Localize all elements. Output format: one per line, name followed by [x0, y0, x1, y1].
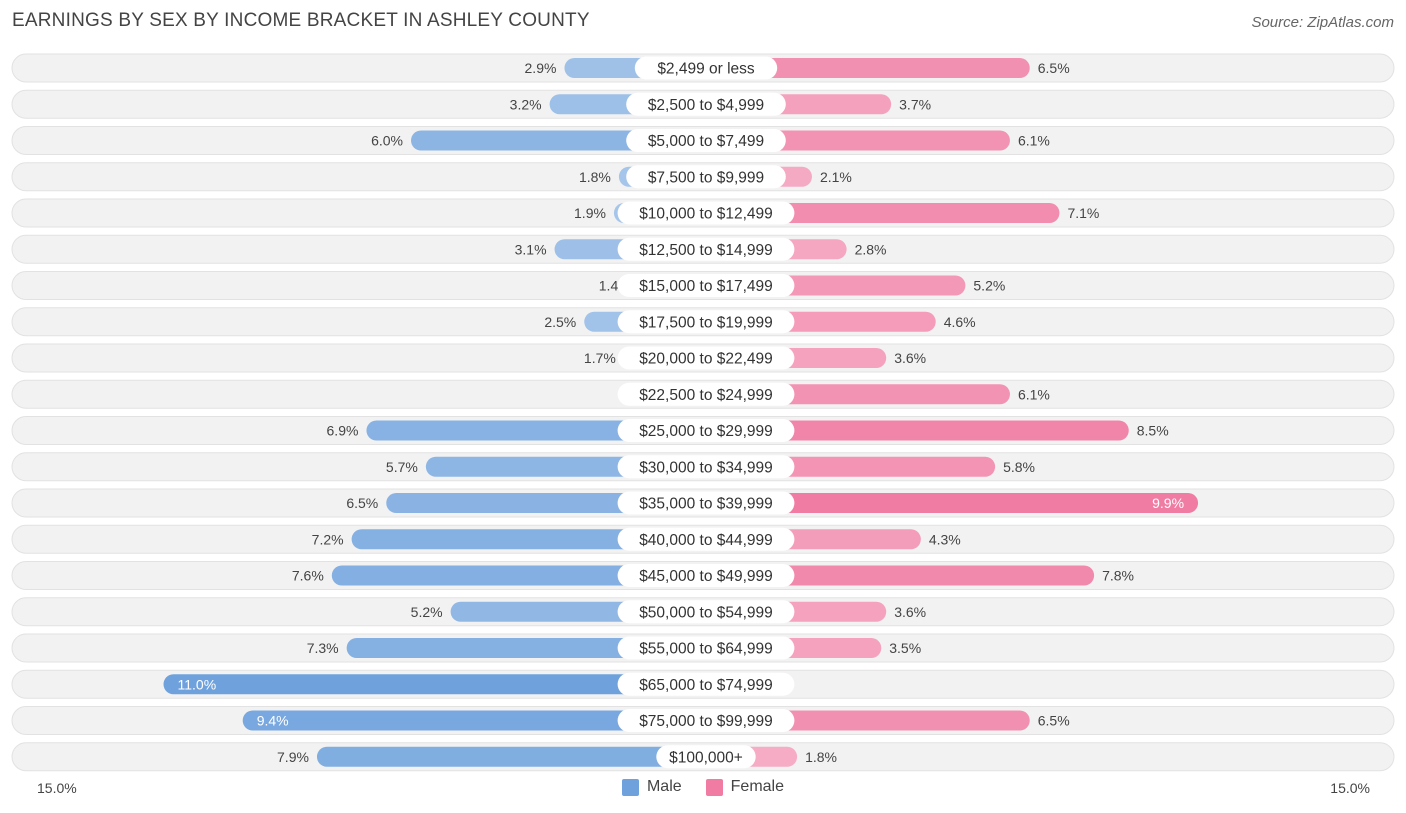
value-label-male: 3.1% — [515, 241, 547, 257]
legend-item-male[interactable]: Male — [621, 778, 682, 796]
bar-male — [331, 565, 708, 586]
bar-female — [708, 493, 1199, 513]
category-label: $100,000+ — [669, 749, 743, 766]
category-label: $55,000 to $64,999 — [639, 641, 773, 658]
value-label-male: 1.7% — [584, 350, 616, 366]
value-label-female: 6.5% — [1038, 713, 1070, 729]
category-pill — [617, 382, 795, 406]
value-label-male: 2.5% — [544, 314, 576, 330]
legend-label-male: Male — [646, 778, 682, 795]
bar-female — [708, 58, 1030, 78]
value-label-female: 5.2% — [973, 278, 1005, 294]
category-label: $35,000 to $39,999 — [639, 496, 773, 513]
category-pill — [634, 56, 778, 80]
category-pill — [626, 165, 786, 189]
value-label-male: 3.2% — [510, 96, 542, 112]
value-label-female: 6.1% — [1018, 386, 1050, 402]
category-pill — [626, 129, 786, 152]
category-label: $5,000 to $7,499 — [648, 133, 764, 150]
value-label-female: 3.7% — [899, 96, 931, 112]
category-label: $30,000 to $34,999 — [639, 459, 773, 476]
value-label-female: 4.3% — [929, 531, 961, 547]
value-label-female: 3.6% — [894, 350, 926, 366]
value-label-male: 6.5% — [346, 495, 378, 511]
bar-male — [346, 638, 708, 658]
value-label-female: 3.5% — [889, 640, 921, 656]
legend: Male Female — [0, 778, 1406, 796]
category-pill — [617, 564, 795, 587]
bar-female — [708, 565, 1095, 586]
category-pill — [617, 636, 795, 660]
category-pill — [617, 237, 795, 261]
bar-male — [242, 710, 708, 731]
category-pill — [617, 274, 795, 297]
category-pill — [617, 672, 795, 696]
value-label-male: 6.0% — [371, 133, 403, 149]
value-label-male: 7.6% — [292, 568, 324, 584]
value-label-male: 7.9% — [277, 749, 309, 765]
category-label: $10,000 to $12,499 — [639, 206, 773, 223]
category-pill — [617, 600, 795, 624]
category-pill — [617, 310, 795, 334]
category-label: $25,000 to $29,999 — [639, 423, 773, 440]
value-label-female: 1.8% — [805, 749, 837, 765]
value-label-female: 2.1% — [820, 169, 852, 185]
category-label: $15,000 to $17,499 — [639, 278, 773, 295]
bar-female — [708, 203, 1060, 223]
category-pill — [656, 745, 756, 769]
category-label: $65,000 to $74,999 — [639, 677, 773, 694]
bar-male — [163, 674, 708, 695]
category-pill — [617, 346, 795, 370]
value-label-female: 5.8% — [1003, 459, 1035, 475]
value-label-male: 5.2% — [411, 604, 443, 620]
chart-source: Source: ZipAtlas.com — [1251, 14, 1394, 31]
category-pill — [617, 491, 795, 515]
category-label: $50,000 to $54,999 — [639, 604, 773, 621]
category-label: $20,000 to $22,499 — [639, 351, 773, 368]
bar-female — [708, 420, 1129, 441]
value-label-male: 5.7% — [386, 459, 418, 475]
value-label-male: 6.9% — [327, 423, 359, 439]
value-label-female: 2.8% — [855, 241, 887, 257]
axis-min-label: 15.0% — [37, 780, 77, 796]
category-label: $7,500 to $9,999 — [648, 169, 764, 186]
bar-male — [316, 746, 708, 767]
category-label: $12,500 to $14,999 — [639, 242, 773, 259]
value-label-female: 6.1% — [1018, 133, 1050, 149]
category-label: $45,000 to $49,999 — [639, 568, 773, 585]
category-label: $2,499 or less — [657, 61, 755, 78]
value-label-female: 6.5% — [1038, 60, 1070, 76]
value-label-male: 7.3% — [307, 640, 339, 656]
category-pill — [626, 92, 786, 116]
category-label: $2,500 to $4,999 — [648, 97, 764, 114]
value-label-female: 7.1% — [1067, 205, 1099, 221]
category-pill — [617, 709, 795, 732]
category-pill — [617, 201, 795, 225]
legend-item-female[interactable]: Female — [705, 778, 785, 796]
value-label-male: 2.9% — [525, 60, 557, 76]
category-label: $40,000 to $44,999 — [639, 532, 773, 549]
category-label: $17,500 to $19,999 — [639, 314, 773, 331]
value-label-female: 7.8% — [1102, 568, 1134, 584]
axis-max-label: 15.0% — [1330, 780, 1370, 796]
value-label-female: 4.6% — [944, 314, 976, 330]
value-label-male: 7.2% — [312, 531, 344, 547]
category-pill — [617, 455, 795, 479]
value-label-male: 9.4% — [257, 713, 289, 729]
legend-swatch-male — [621, 778, 639, 796]
category-label: $22,500 to $24,999 — [639, 387, 773, 404]
value-label-female: 9.9% — [1152, 495, 1184, 511]
value-label-male: 1.9% — [574, 205, 606, 221]
legend-label-female: Female — [730, 778, 785, 795]
chart-title: EARNINGS BY SEX BY INCOME BRACKET IN ASH… — [12, 10, 590, 31]
value-label-female: 3.6% — [894, 604, 926, 620]
value-label-male: 11.0% — [178, 676, 217, 692]
category-pill — [617, 527, 795, 551]
value-label-male: 1.8% — [579, 169, 611, 185]
category-label: $75,000 to $99,999 — [639, 713, 773, 730]
legend-swatch-female — [705, 778, 723, 796]
category-pill — [617, 419, 795, 442]
value-label-female: 8.5% — [1137, 423, 1169, 439]
